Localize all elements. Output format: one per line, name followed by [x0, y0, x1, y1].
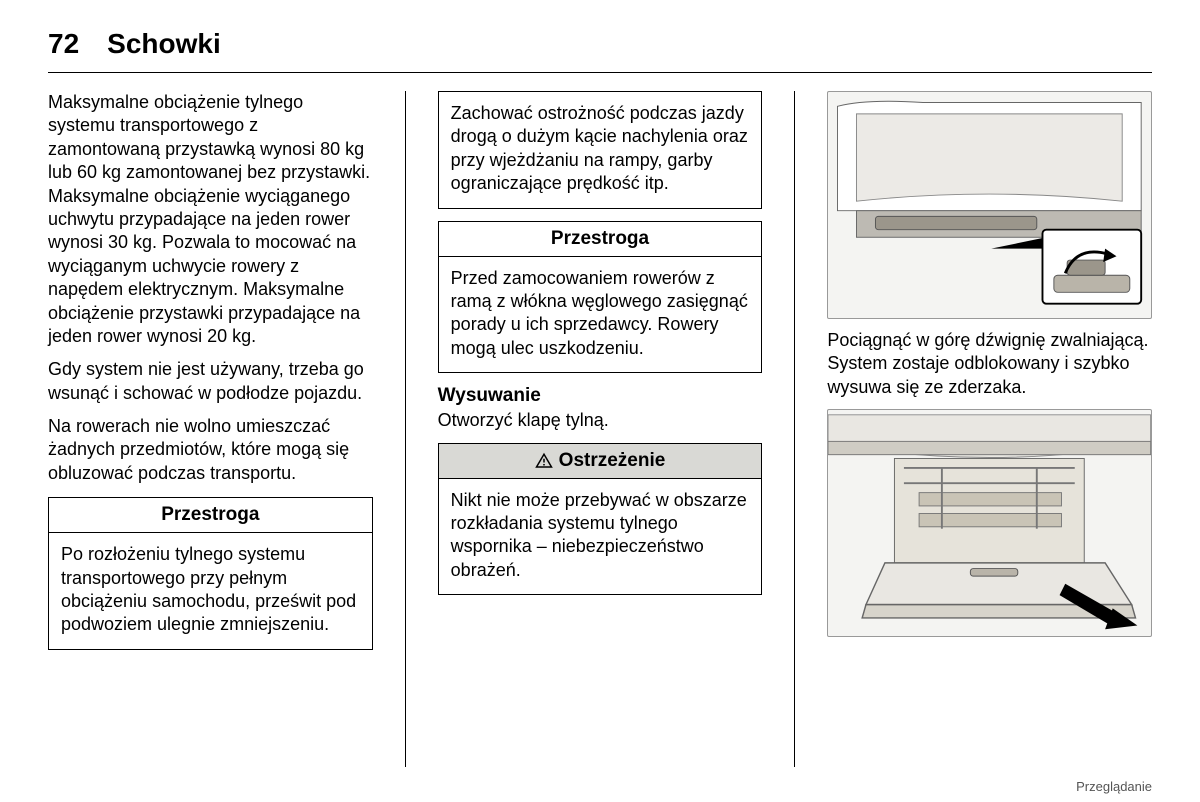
page-header: 72 Schowki	[48, 28, 1152, 73]
warning-triangle-icon	[535, 452, 553, 470]
paragraph: Maksymalne obciążenie tylnego systemu tr…	[48, 91, 373, 348]
figure-release-lever	[827, 91, 1152, 319]
column-divider	[794, 91, 795, 767]
warning-title: Ostrzeżenie	[439, 444, 762, 479]
figure-caption: Pociągnąć w górę dźwignię zwalniającą. S…	[827, 329, 1152, 399]
caution-box: Przestroga Po rozłożeniu tylnego systemu…	[48, 497, 373, 650]
subheading: Wysuwanie	[438, 385, 763, 407]
caution-title: Przestroga	[49, 498, 372, 533]
caution-body: Po rozłożeniu tylnego systemu transporto…	[49, 533, 372, 649]
footer-text: Przeglądanie	[1076, 779, 1152, 794]
content-columns: Maksymalne obciążenie tylnego systemu tr…	[48, 91, 1152, 767]
figure-carrier-extend	[827, 409, 1152, 637]
sub-body-text: Otworzyć klapę tylną.	[438, 409, 763, 432]
column-divider	[405, 91, 406, 767]
column-3: Pociągnąć w górę dźwignię zwalniającą. S…	[827, 91, 1152, 767]
page-number: 72	[48, 28, 79, 60]
section-title: Schowki	[107, 28, 221, 60]
caution-body: Przed zamocowaniem rowerów z ramą z włók…	[439, 257, 762, 373]
caution-box: Przestroga Przed zamocowaniem rowerów z …	[438, 221, 763, 374]
warning-box: Ostrzeżenie Nikt nie może przebywać w ob…	[438, 443, 763, 596]
caution-body: Zachować ostrożność podczas jazdy drogą …	[439, 92, 762, 208]
column-1: Maksymalne obciążenie tylnego systemu tr…	[48, 91, 373, 767]
paragraph: Gdy system nie jest używany, trzeba go w…	[48, 358, 373, 405]
column-2: Zachować ostrożność podczas jazdy drogą …	[438, 91, 763, 767]
warning-title-text: Ostrzeżenie	[559, 450, 666, 472]
warning-body: Nikt nie może przebywać w obszarze rozkł…	[439, 479, 762, 595]
caution-title: Przestroga	[439, 222, 762, 257]
caution-box-continued: Zachować ostrożność podczas jazdy drogą …	[438, 91, 763, 209]
paragraph: Na rowerach nie wolno umieszczać żadnych…	[48, 415, 373, 485]
